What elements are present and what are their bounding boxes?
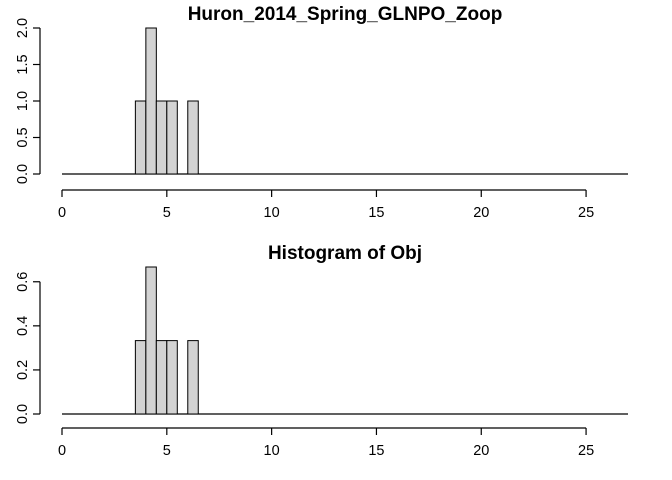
bars-group	[62, 266, 628, 415]
y-tick-label: 0.4	[15, 316, 31, 336]
x-axis: 0 5 10 15 20 25	[58, 427, 594, 459]
x-tick-label: 0	[58, 443, 66, 459]
x-tick-label: 10	[264, 443, 280, 459]
histogram-bar	[155, 340, 168, 415]
x-tick-label: 25	[578, 205, 594, 221]
y-tick-label: 1.5	[15, 54, 31, 74]
y-tick-label: 0.0	[15, 404, 31, 424]
y-tick-label: 2.0	[15, 18, 31, 38]
y-tick-label: 0.2	[15, 360, 31, 380]
histogram-bar	[187, 100, 199, 175]
x-tick-label: 5	[163, 205, 171, 221]
histogram-bar	[134, 340, 147, 415]
x-tick-label: 25	[578, 443, 594, 459]
histogram-bar	[134, 100, 147, 175]
x-tick-label: 20	[473, 205, 489, 221]
histogram-bar	[145, 266, 157, 415]
bars-group	[62, 27, 628, 175]
histogram-panel-top: Huron_2014_Spring_GLNPO_Zoop 0 5 10 15 20 25 …	[15, 4, 628, 221]
histogram-panel-bottom: Histogram of Obj 0 5 10 15 20 25 0.0 0.2 0.4 0.6	[15, 243, 628, 459]
x-tick-label: 10	[264, 205, 280, 221]
histogram-bar	[187, 340, 199, 415]
histogram-bar	[166, 340, 178, 415]
y-tick-label: 1.0	[15, 91, 31, 111]
x-tick-label: 5	[163, 443, 171, 459]
chart-title: Huron_2014_Spring_GLNPO_Zoop	[188, 4, 503, 25]
histogram-bar	[166, 100, 178, 175]
y-axis: 0.0 0.2 0.4 0.6	[15, 272, 41, 424]
y-tick-label: 0.0	[15, 164, 31, 184]
histogram-bar	[145, 27, 157, 175]
x-axis: 0 5 10 15 20 25	[58, 189, 594, 221]
y-axis: 0.0 0.5 1.0 1.5 2.0	[15, 18, 41, 184]
y-tick-label: 0.5	[15, 127, 31, 147]
x-tick-label: 20	[473, 443, 489, 459]
x-tick-label: 0	[58, 205, 66, 221]
y-tick-label: 0.6	[15, 272, 31, 292]
x-tick-label: 15	[368, 443, 384, 459]
x-tick-label: 15	[368, 205, 384, 221]
chart-title: Histogram of Obj	[268, 243, 422, 264]
histogram-bar	[155, 100, 168, 175]
